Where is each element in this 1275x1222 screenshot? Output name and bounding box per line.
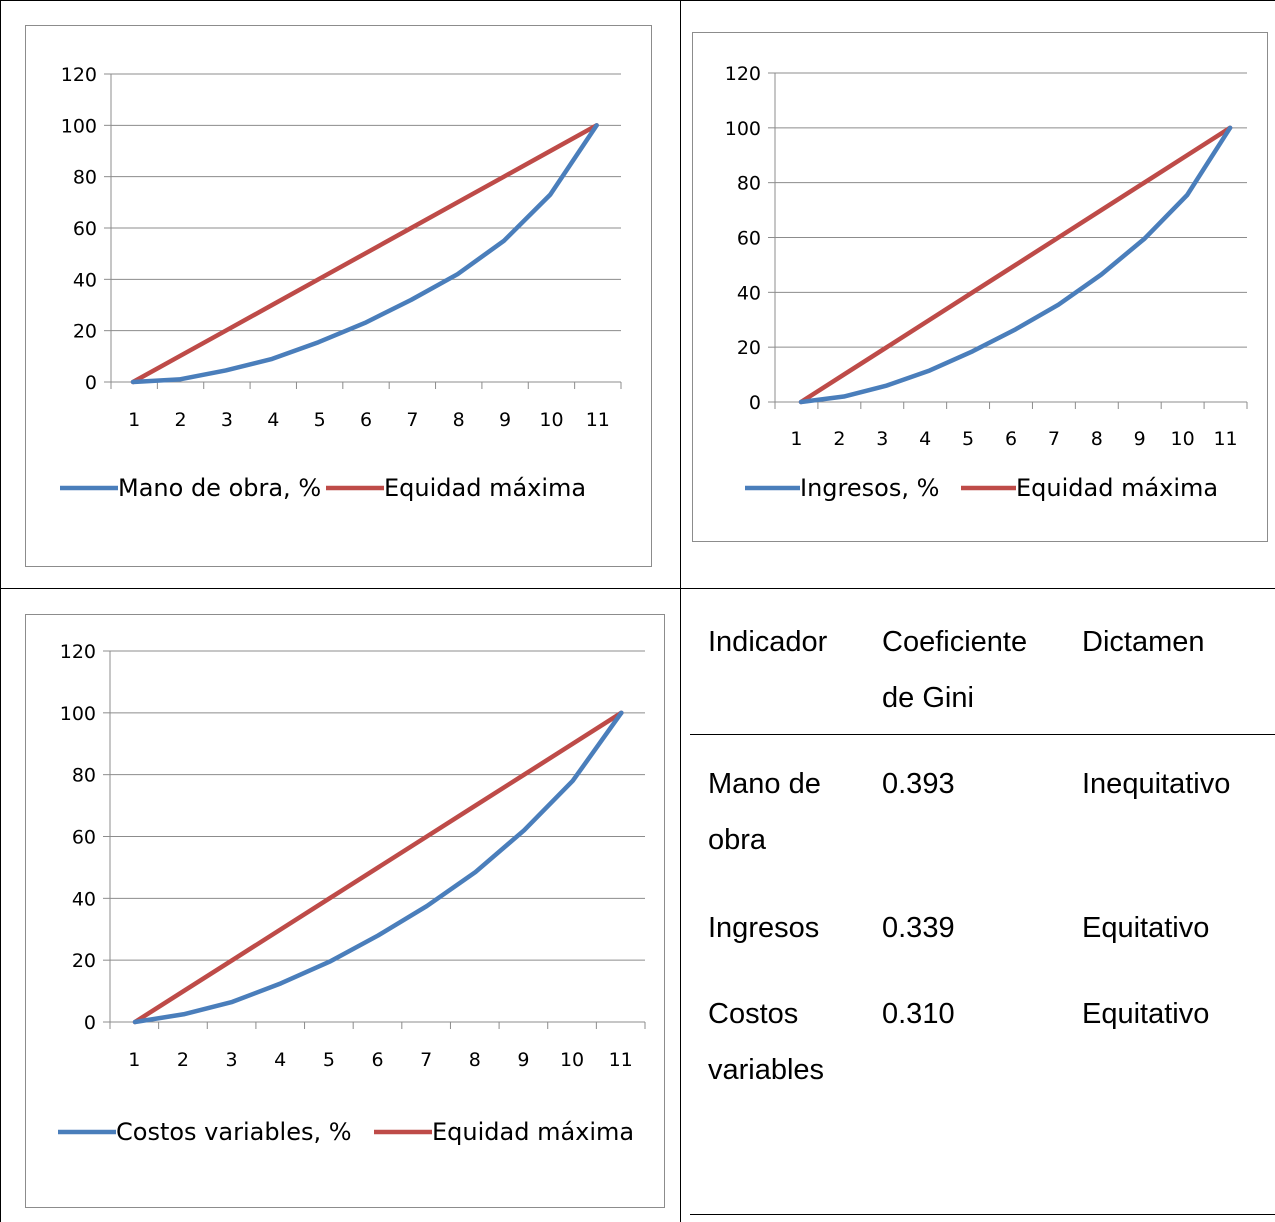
chart-ingresos: 0 20 40 60 80 100 120 1 2 3 4 5 6 7 8 9 10 11 Ingresos, % E… [692,32,1268,542]
x-tick-label: 6 [1005,428,1017,450]
series-line-equidad [798,125,1233,405]
row-1-gini: 0.393 [882,768,955,800]
row-2-dictamen: Equitativo [1082,912,1210,944]
x-tick-label: 11 [586,409,610,431]
x-tick-label: 7 [420,1049,432,1071]
x-tick-label: 3 [221,409,233,431]
row-1-indicador-line1: Mano de [708,768,821,800]
x-tick-label: 4 [919,428,931,450]
y-tick-label: 120 [725,63,761,85]
legend-label: Equidad máxima [1016,474,1218,502]
x-tick-label: 10 [1171,428,1195,450]
y-tick-label: 20 [737,337,761,359]
row-3-indicador-line2: variables [708,1054,825,1086]
legend-label: Equidad máxima [384,474,586,502]
chart-costos-variables: 0 20 40 60 80 100 120 1 2 3 4 5 6 7 8 9 10 11 Costos varia… [25,614,665,1208]
chart-ingresos-svg: 0 20 40 60 80 100 120 1 2 3 4 5 6 7 8 9 10 11 Ingresos, % E… [725,63,1248,502]
layout-divider-vertical [680,0,681,1222]
x-tick-label: 10 [560,1049,584,1071]
row-2-indicador: Ingresos [708,900,819,956]
y-tick-label: 60 [737,228,761,250]
y-tick-label: 120 [61,64,97,86]
x-tick-label: 6 [360,409,372,431]
row-3-gini: 0.310 [882,998,955,1030]
y-tick-label: 20 [73,321,97,343]
chart-mano-de-obra: 0 20 40 60 80 100 120 1 2 3 4 5 6 7 8 9 10 11 Mano de obra… [25,25,652,567]
header-indicador: Indicador [708,614,827,670]
x-tick-label: 10 [539,409,563,431]
y-tick-label: 60 [73,218,97,240]
x-tick-label: 11 [609,1049,633,1071]
y-tick-label: 60 [72,827,96,849]
x-tick-label: 5 [323,1049,335,1071]
row-3-dictamen: Equitativo [1082,998,1210,1030]
y-tick-label: 0 [85,372,97,394]
row-2-gini: 0.339 [882,912,955,944]
series-line-equidad [130,123,599,385]
header-dictamen: Dictamen [1082,614,1205,670]
chart-costos-variables-svg: 0 20 40 60 80 100 120 1 2 3 4 5 6 7 8 9 10 11 Costos varia… [58,641,646,1146]
y-tick-label: 100 [61,115,97,137]
table-rule-bottom [690,1214,1275,1215]
x-tick-label: 7 [1048,428,1060,450]
x-tick-label: 3 [876,428,888,450]
y-tick-label: 120 [60,641,96,663]
header-coeficiente-line2: de Gini [882,682,974,714]
x-tick-label: 9 [1134,428,1146,450]
x-tick-label: 8 [469,1049,481,1071]
y-tick-label: 100 [60,703,96,725]
row-1-dictamen: Inequitativo [1082,768,1231,800]
x-tick-label: 2 [833,428,845,450]
row-3-indicador: Costos variables [708,986,824,1098]
x-tick-label: 8 [453,409,465,431]
header-coeficiente-line1: Coeficiente [882,626,1028,658]
x-tick-label: 1 [790,428,802,450]
y-tick-label: 80 [72,765,96,787]
x-tick-label: 1 [128,1049,140,1071]
series-line-share [130,123,599,385]
x-tick-label: 9 [499,409,511,431]
y-tick-label: 40 [737,282,761,304]
legend-label: Mano de obra, % [118,474,321,502]
x-tick-label: 4 [274,1049,286,1071]
row-3-indicador-line1: Costos [708,998,799,1030]
x-tick-label: 5 [962,428,974,450]
gini-table: Indicador Coeficiente de Gini Dictamen M… [690,590,1275,1222]
header-coeficiente: Coeficiente de Gini [882,614,1027,726]
x-tick-label: 9 [517,1049,529,1071]
header-indicador-text: Indicador [708,626,828,658]
series-line-share [798,125,1233,405]
row-1-indicador-line2: obra [708,824,767,856]
x-tick-label: 11 [1213,428,1237,450]
row-1-indicador: Mano de obra [708,756,821,868]
y-tick-label: 80 [737,173,761,195]
y-tick-label: 0 [749,392,761,414]
x-tick-label: 5 [314,409,326,431]
y-tick-label: 80 [73,167,97,189]
y-tick-label: 20 [72,950,96,972]
x-tick-label: 2 [174,409,186,431]
row-2-indicador-line1: Ingresos [708,912,820,944]
x-tick-label: 7 [406,409,418,431]
chart-mano-de-obra-svg: 0 20 40 60 80 100 120 1 2 3 4 5 6 7 8 9 10 11 Mano de obra… [60,64,622,502]
y-tick-label: 40 [73,269,97,291]
series-line-equidad [132,710,624,1025]
x-tick-label: 1 [128,409,140,431]
y-tick-label: 40 [72,888,96,910]
legend-label: Costos variables, % [116,1118,352,1146]
legend-label: Equidad máxima [432,1118,634,1146]
y-tick-label: 0 [84,1012,96,1034]
y-tick-label: 100 [725,118,761,140]
x-tick-label: 3 [226,1049,238,1071]
table-rule-top [690,734,1275,735]
x-tick-label: 4 [267,409,279,431]
header-dictamen-text: Dictamen [1082,626,1205,658]
x-tick-label: 8 [1091,428,1103,450]
legend-label: Ingresos, % [800,474,939,502]
x-tick-label: 6 [371,1049,383,1071]
layout-divider-horizontal [0,588,1275,589]
x-tick-label: 2 [177,1049,189,1071]
series-line-share [132,710,624,1025]
